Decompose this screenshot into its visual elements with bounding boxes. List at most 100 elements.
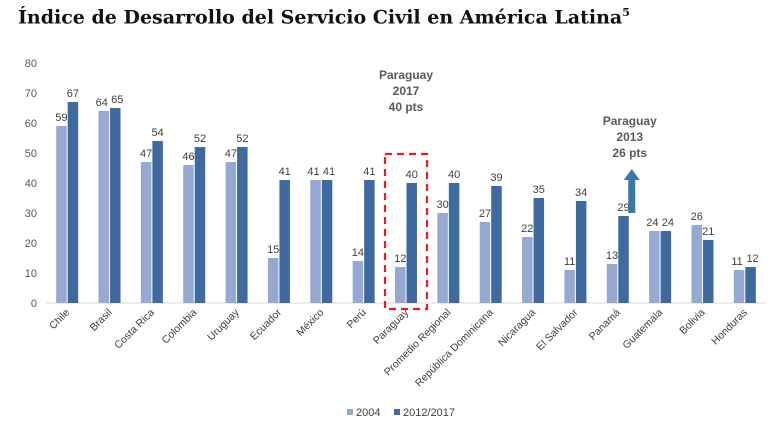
data-label: 15 (267, 244, 279, 256)
legend-label: 2012/2017 (403, 407, 455, 419)
bar-series2 (237, 147, 248, 303)
bar-series2 (745, 267, 756, 303)
bar-series1 (225, 162, 237, 303)
bar-series1 (522, 237, 533, 303)
data-label: 24 (662, 217, 674, 229)
x-tick-label: Honduras (709, 307, 750, 348)
up-arrow-icon (623, 169, 640, 213)
data-label: 12 (394, 253, 406, 265)
bar-series2 (364, 180, 375, 303)
data-label: 21 (702, 226, 714, 238)
bar-series1 (98, 111, 110, 303)
annotation-text: 26 pts (612, 146, 647, 160)
x-tick-label: Chile (47, 307, 73, 333)
data-label: 64 (96, 97, 108, 109)
data-label: 13 (606, 250, 618, 262)
x-tick-label: Perú (345, 307, 369, 331)
data-label: 39 (490, 172, 502, 184)
bar-series1 (691, 225, 702, 303)
bar-series2 (279, 180, 290, 303)
bar-series1 (352, 261, 364, 303)
chart-title: Índice de Desarrollo del Servicio Civil … (18, 6, 630, 28)
y-axis: 0 10 20 30 40 50 60 70 80 (25, 58, 37, 310)
data-label: 40 (448, 169, 460, 181)
data-label: 41 (363, 166, 375, 178)
legend: 2004 2012/2017 (347, 407, 455, 419)
data-label: 34 (575, 187, 587, 199)
data-label: 14 (352, 247, 364, 259)
y-tick-label: 80 (25, 58, 37, 70)
x-tick-label: República Dominicana (413, 307, 496, 390)
y-tick-label: 50 (25, 148, 37, 160)
y-tick-label: 40 (25, 178, 37, 190)
data-label: 47 (225, 148, 237, 160)
x-tick-label: Brasil (88, 307, 115, 334)
legend-swatch (394, 409, 400, 415)
bar-series1 (564, 270, 575, 303)
annotation-text: Paraguay (379, 68, 433, 82)
bar-series1 (479, 222, 491, 303)
bar-series2 (152, 141, 163, 303)
data-label: 35 (533, 184, 545, 196)
x-tick-label: Panamá (587, 307, 623, 343)
bar-series2 (110, 108, 121, 303)
y-tick-label: 70 (25, 88, 37, 100)
bar-series2 (67, 102, 79, 303)
bar-series2 (491, 186, 502, 303)
y-tick-label: 60 (25, 118, 37, 130)
data-label: 24 (646, 217, 658, 229)
data-label: 30 (436, 199, 448, 211)
bar-series2 (194, 147, 206, 303)
data-label: 46 (182, 151, 194, 163)
data-label: 11 (731, 256, 742, 268)
bar-series2 (660, 231, 672, 303)
bar-series1 (140, 162, 152, 303)
data-label: 52 (194, 133, 206, 145)
bar-series2 (575, 201, 587, 303)
x-tick-label: Paraguay (371, 306, 412, 347)
data-label: 29 (617, 202, 629, 214)
annotation-text: 2013 (616, 130, 643, 144)
legend-swatch (347, 409, 353, 415)
y-tick-label: 20 (25, 238, 37, 250)
data-label: 11 (564, 256, 575, 268)
x-tick-label: El Salvador (534, 306, 581, 353)
y-tick-label: 10 (25, 268, 37, 280)
data-label: 59 (55, 112, 67, 124)
annotation-text: Paraguay (603, 114, 657, 128)
title-footnote: 5 (622, 6, 630, 19)
data-label: 22 (521, 223, 533, 235)
annotation-text: 40 pts (389, 100, 424, 114)
data-label: 26 (691, 211, 703, 223)
bar-series1 (395, 267, 406, 303)
x-tick-label: Nicaragua (496, 307, 538, 349)
x-tick-label: Bolivia (677, 307, 707, 337)
data-label: 12 (746, 253, 758, 265)
x-tick-label: Uruguay (205, 306, 242, 343)
bars: 59 64 47 46 47 15 41 14 12 30 27 22 11 13 24 26 11 67 65 54… (55, 88, 759, 303)
data-label: 54 (152, 127, 164, 139)
annotations: Paraguay 2017 40 pts Paraguay 2013 26 pts (379, 68, 657, 311)
data-label: 47 (140, 148, 152, 160)
data-label: 41 (279, 166, 291, 178)
data-label: 41 (323, 166, 335, 178)
bar-series2 (618, 216, 629, 303)
data-label: 27 (479, 208, 491, 220)
bar-series1 (733, 270, 745, 303)
bar-series1 (310, 180, 321, 303)
bar-series1 (56, 126, 67, 303)
bar-series2 (321, 180, 333, 303)
data-label: 40 (406, 169, 418, 181)
data-label: 52 (236, 133, 248, 145)
annotation-text: 2017 (393, 84, 420, 98)
y-tick-label: 30 (25, 208, 37, 220)
data-label: 67 (67, 88, 79, 100)
bar-series1 (267, 258, 279, 303)
highlight-box (383, 152, 429, 311)
bar-series2 (406, 183, 417, 303)
x-tick-label: Costa Rica (112, 307, 157, 352)
bar-series2 (533, 198, 545, 303)
bar-series2 (702, 240, 714, 303)
